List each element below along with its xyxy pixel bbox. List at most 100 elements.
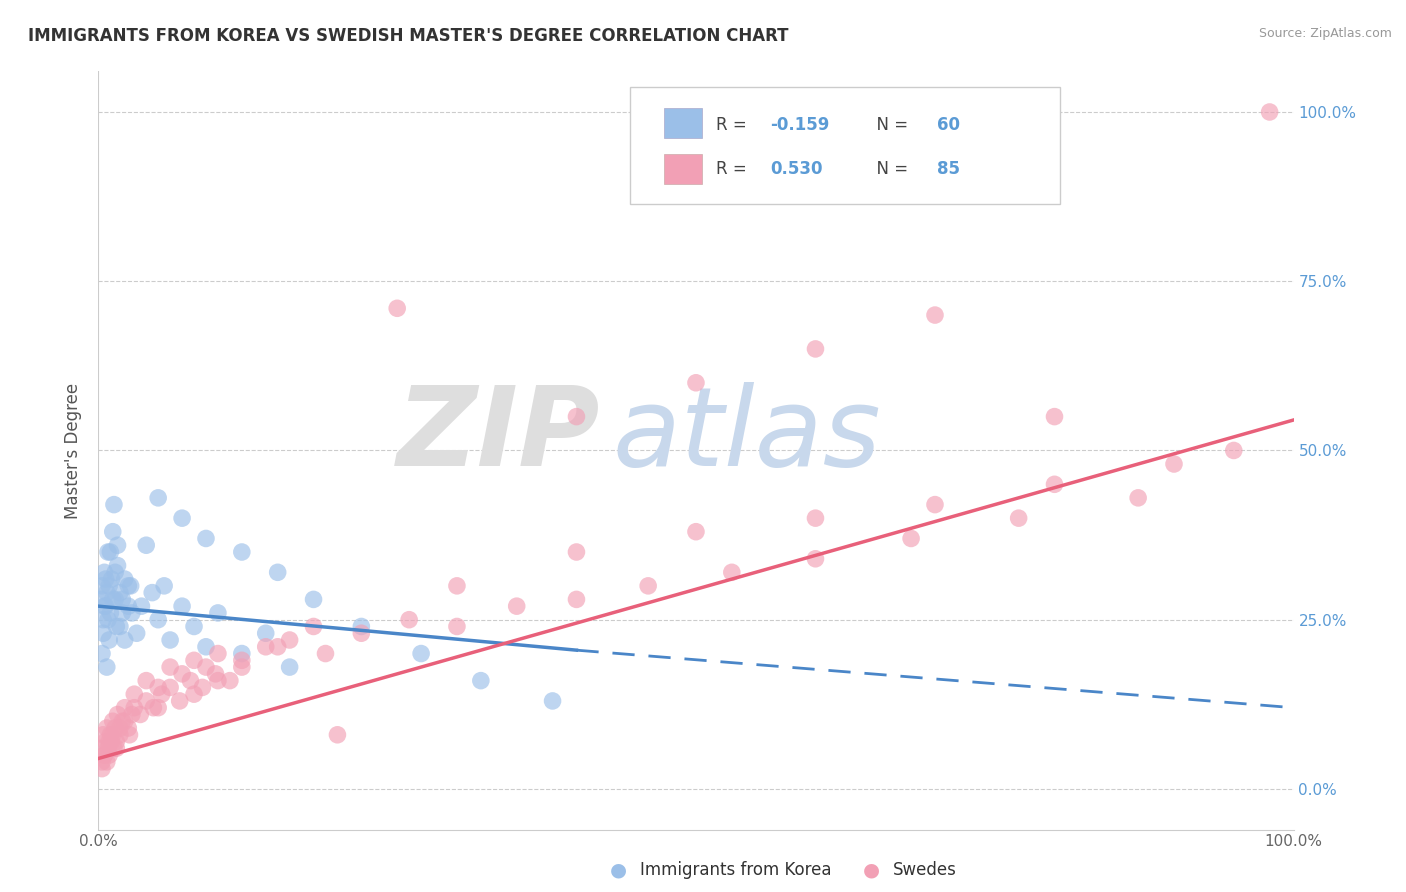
Point <box>1223 443 1246 458</box>
Point <box>565 592 588 607</box>
Point <box>91 728 114 742</box>
Point <box>91 579 114 593</box>
Point <box>1008 511 1031 525</box>
Point <box>103 741 125 756</box>
Point <box>107 538 129 552</box>
Point <box>183 619 205 633</box>
Point <box>124 700 146 714</box>
Point <box>159 633 181 648</box>
Point <box>104 592 127 607</box>
Point <box>195 532 218 546</box>
Point <box>101 592 124 607</box>
Point <box>1043 477 1066 491</box>
Point <box>91 755 114 769</box>
Point <box>179 673 201 688</box>
Point <box>541 694 564 708</box>
Point <box>93 748 115 763</box>
Point <box>148 491 170 505</box>
Point <box>159 660 181 674</box>
Point <box>91 647 114 661</box>
Point <box>172 599 194 614</box>
Text: ●: ● <box>610 860 627 880</box>
Point <box>1128 491 1150 505</box>
Point <box>326 728 349 742</box>
Point <box>108 721 131 735</box>
Text: 0.530: 0.530 <box>770 160 823 178</box>
Point <box>565 545 588 559</box>
Point <box>142 700 165 714</box>
Point <box>565 409 588 424</box>
Text: atlas: atlas <box>613 382 882 489</box>
Point <box>129 707 152 722</box>
Point <box>103 498 125 512</box>
Point <box>141 585 163 599</box>
Point <box>117 599 139 614</box>
Point <box>350 619 373 633</box>
Point <box>302 619 325 633</box>
Point <box>93 566 115 580</box>
Point <box>148 613 170 627</box>
Text: 60: 60 <box>938 116 960 134</box>
Text: ●: ● <box>863 860 880 880</box>
Text: ZIP: ZIP <box>396 382 600 489</box>
Point <box>96 660 118 674</box>
Point <box>183 653 205 667</box>
Point <box>121 606 143 620</box>
Point <box>411 647 433 661</box>
Point <box>470 673 492 688</box>
Point <box>117 579 139 593</box>
Point <box>204 666 226 681</box>
Point <box>231 545 253 559</box>
Point <box>105 619 128 633</box>
Point <box>183 687 205 701</box>
Point <box>254 626 277 640</box>
Point <box>90 741 112 756</box>
Point <box>98 748 121 763</box>
Point <box>135 538 157 552</box>
Point <box>108 619 131 633</box>
Point <box>98 606 122 620</box>
Point <box>685 524 707 539</box>
Point <box>98 633 121 648</box>
Y-axis label: Master's Degree: Master's Degree <box>65 383 83 518</box>
Point <box>111 606 134 620</box>
Point <box>135 694 157 708</box>
Point <box>446 579 468 593</box>
Point <box>114 714 136 729</box>
Point <box>101 524 124 539</box>
Point <box>98 728 122 742</box>
Text: R =: R = <box>716 116 752 134</box>
Point <box>131 599 153 614</box>
Text: Immigrants from Korea: Immigrants from Korea <box>640 861 831 879</box>
Point <box>96 721 118 735</box>
Point <box>104 566 127 580</box>
Point <box>101 728 124 742</box>
Point <box>924 308 946 322</box>
Point <box>231 660 253 674</box>
Point <box>96 755 118 769</box>
Point <box>104 721 127 735</box>
Point <box>1043 409 1066 424</box>
Point <box>98 579 121 593</box>
Point <box>302 592 325 607</box>
Point <box>94 572 117 586</box>
Point <box>105 734 128 748</box>
Point <box>685 376 707 390</box>
Point <box>96 585 118 599</box>
Point <box>207 606 229 620</box>
Point <box>231 647 253 661</box>
Point <box>231 653 253 667</box>
Point <box>117 721 139 735</box>
Point <box>195 660 218 674</box>
Text: Source: ZipAtlas.com: Source: ZipAtlas.com <box>1258 27 1392 40</box>
Point <box>278 660 301 674</box>
Point <box>191 681 214 695</box>
Point <box>278 633 301 648</box>
Point <box>219 673 242 688</box>
Point <box>114 572 136 586</box>
Point <box>90 592 112 607</box>
Point <box>111 592 134 607</box>
Point <box>195 640 218 654</box>
Point <box>107 558 129 573</box>
Point <box>118 728 141 742</box>
